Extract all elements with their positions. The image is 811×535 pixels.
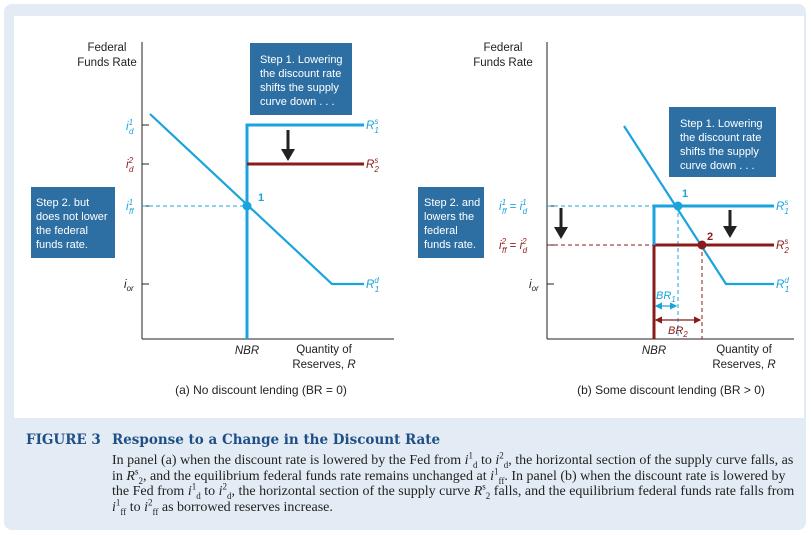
panel-b-nbr-label: NBR	[642, 345, 666, 357]
panel-a-down-arrow-icon	[281, 149, 295, 161]
panel-a-step2-line3: the federal	[36, 225, 88, 237]
panel-b-step2-line2: lowers the	[424, 211, 474, 223]
panel-a-xlabel-1: Quantity of	[296, 344, 352, 356]
panel-b-ylabel-2: Funds Rate	[473, 57, 532, 69]
panel-b-ylabel-1: Federal	[484, 42, 523, 54]
panel-a-step1-line3: shifts the supply	[260, 82, 339, 94]
panel-b-br2-label: BR2	[668, 325, 688, 339]
panel-b-down-arrow-right-icon	[723, 226, 737, 238]
caption-part: falls, and the equilibrium federal funds…	[490, 484, 795, 499]
caption-part: , the horizontal section of the supply c…	[231, 484, 474, 499]
panel-a-step2-line2: does not lower	[36, 211, 108, 223]
panel-a-step1-line2: the discount rate	[260, 68, 341, 80]
panel-b-br1-label: BR1	[656, 290, 676, 304]
panel-b-label-mid: i2 ff = i2 d	[499, 237, 528, 255]
panel-a-label-ior: ior	[124, 279, 134, 293]
caption-part: In panel (a) when the discount rate is l…	[112, 453, 465, 468]
panel-a-step2-callout: Step 2. but does not lower the federal f…	[31, 187, 115, 258]
figure-title: FIGURE 3 Response to a Change in the Disc…	[26, 432, 440, 448]
panel-b: Federal Funds Rate i1 ff = i1 d i2 ff = i2 d…	[418, 42, 794, 397]
panel-b-step2-line4: funds rate.	[424, 239, 476, 251]
panel-b-down-arrow-left-icon	[554, 227, 568, 239]
figure-frame: Federal Funds Rate i1 d i2 d i1 ff ior	[4, 4, 806, 530]
panel-a-step2-line1: Step 2. but	[36, 197, 89, 209]
panel-b-caption: (b) Some discount lending (BR > 0)	[577, 383, 765, 397]
panel-b-step2-line1: Step 2. and	[424, 197, 480, 209]
panel-b-demand-curve	[623, 125, 774, 286]
panel-a-ylabel-2: Funds Rate	[77, 57, 136, 69]
diagram-svg: Federal Funds Rate i1 d i2 d i1 ff ior	[31, 42, 794, 397]
panel-b-label-top: i1 ff = i1 d	[499, 198, 528, 216]
caption-part: as borrowed reserves increase.	[158, 499, 333, 515]
panel-a-step1-callout: Step 1. Lowering the discount rate shift…	[250, 43, 352, 115]
panel-a-nbr-label: NBR	[235, 345, 259, 357]
panel-a-demand-curve	[149, 113, 364, 286]
panel-a-caption: (a) No discount lending (BR = 0)	[175, 383, 347, 397]
panel-a-label-iff1: i1 ff	[126, 198, 134, 216]
panel-b-point-1	[673, 201, 683, 211]
panel-b-step1-line3: shifts the supply	[680, 146, 759, 158]
panel-b-step1-line4: curve down . . .	[680, 160, 755, 172]
panel-b-step1-callout: Step 1. Lowering the discount rate shift…	[669, 107, 776, 177]
panel-b-point-2-label: 2	[707, 231, 713, 243]
panel-a-label-id1: i1 d	[126, 118, 134, 136]
panel-a-label-id2: i2 d	[126, 156, 134, 174]
panel-a-label-rs1: Rs 1	[366, 117, 379, 135]
panel-b-supply-curve-1	[652, 204, 774, 339]
panel-a-label-rs2: Rs 2	[366, 156, 379, 174]
panel-b-label-rd1: Rd 1	[776, 276, 789, 294]
panel-b-label-ior: ior	[529, 279, 539, 293]
panel-a-ylabel-1: Federal	[88, 42, 127, 54]
panel-b-step1-line1: Step 1. Lowering	[680, 118, 763, 130]
panel-b-xlabel-2: Reserves, R	[712, 359, 775, 371]
caption-part: . In panel (b) when the discount rate is…	[112, 468, 786, 500]
figure-label: FIGURE 3	[26, 432, 101, 448]
panel-a-point-1	[242, 201, 252, 211]
panel-a: Federal Funds Rate i1 d i2 d i1 ff ior	[31, 42, 394, 397]
panel-a-label-rd1: Rd 1	[366, 276, 379, 294]
caption-part: , the horizontal section of the supply c…	[112, 453, 794, 484]
caption-part: to	[477, 453, 496, 468]
panel-b-label-rs1: Rs 1	[776, 198, 789, 216]
panel-a-supply-curve-1	[245, 123, 364, 339]
caption-part: to	[200, 484, 219, 499]
caption-part: , and the equilibrium federal funds rate…	[142, 468, 491, 484]
panel-a-point-1-label: 1	[258, 192, 264, 204]
panel-a-step1-line4: curve down . . .	[260, 96, 335, 108]
panel-b-step2-line3: federal	[424, 225, 458, 237]
panel-b-xlabel-1: Quantity of	[716, 344, 772, 356]
panel-b-step1-line2: the discount rate	[680, 132, 761, 144]
panel-b-label-rs2: Rs 2	[776, 237, 789, 255]
panel-a-xlabel-2: Reserves, R	[292, 359, 355, 371]
caption-part: to	[126, 499, 145, 515]
panel-b-step2-callout: Step 2. and lowers the federal funds rat…	[418, 187, 484, 258]
panel-b-point-2	[697, 240, 707, 250]
figure-title-text: Response to a Change in the Discount Rat…	[112, 432, 441, 448]
figure-caption: In panel (a) when the discount rate is l…	[112, 450, 795, 517]
figure-panels: Federal Funds Rate i1 d i2 d i1 ff ior	[14, 16, 804, 418]
panel-b-point-1-label: 1	[682, 188, 688, 200]
panel-a-step2-line4: funds rate.	[36, 239, 88, 251]
panel-a-step1-line1: Step 1. Lowering	[260, 54, 343, 66]
